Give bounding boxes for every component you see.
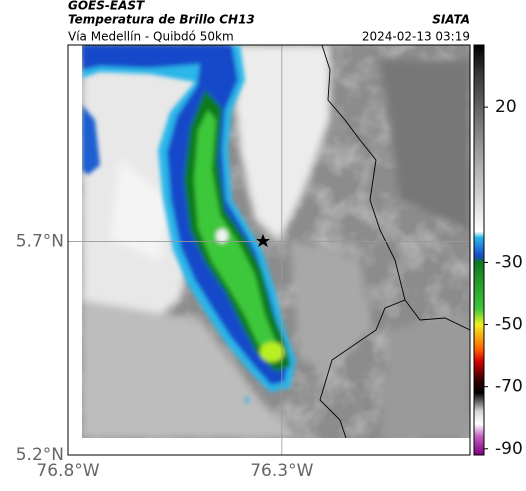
product-title: Temperatura de Brillo CH13 bbox=[68, 13, 255, 27]
map-frame bbox=[67, 44, 471, 456]
colorbar-tick-label: -50 bbox=[495, 315, 523, 335]
lat-tick-label: 5.2°N bbox=[16, 445, 64, 465]
datetime-label: 2024-02-13 03:19 bbox=[362, 30, 470, 44]
lat-tick-label: 5.7°N bbox=[16, 231, 64, 251]
colorbar-tick-label: -90 bbox=[495, 439, 523, 459]
colorbar-scale bbox=[473, 44, 485, 456]
lon-tick-label: 76.3°W bbox=[250, 461, 313, 481]
colorbar-tick-label: 20 bbox=[495, 97, 517, 117]
lon-tick-label: 76.8°W bbox=[36, 461, 99, 481]
colorbar-tick-label: -30 bbox=[495, 252, 523, 272]
colorbar: 20 -30 -50 -70 -90 bbox=[473, 44, 523, 459]
route-label: Vía Medellín - Quibdó 50km bbox=[68, 30, 234, 44]
location-marker bbox=[256, 234, 270, 247]
satellite-name: GOES-EAST bbox=[68, 0, 145, 13]
source-label: SIATA bbox=[432, 13, 470, 27]
colorbar-tick-label: -70 bbox=[495, 377, 523, 397]
